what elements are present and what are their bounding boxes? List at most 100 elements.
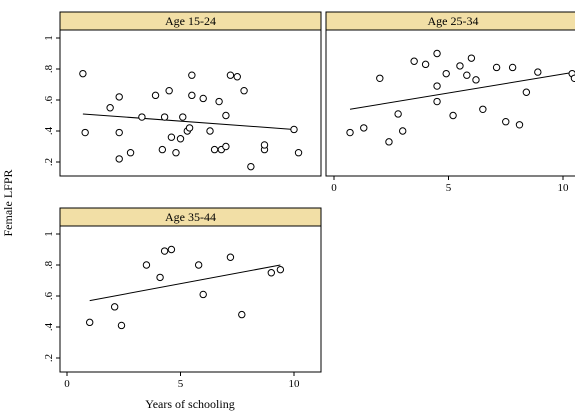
data-point xyxy=(449,111,457,120)
data-point xyxy=(199,290,207,299)
data-point xyxy=(522,88,531,96)
y-tick-label: .4 xyxy=(43,322,55,331)
data-point xyxy=(160,113,169,121)
y-tick-label: .6 xyxy=(43,291,55,300)
data-point xyxy=(106,104,114,112)
data-point xyxy=(472,76,480,84)
y-tick-label: .8 xyxy=(43,64,55,73)
data-point xyxy=(467,54,476,62)
data-point xyxy=(492,63,501,72)
data-point xyxy=(110,303,119,311)
panel-age-35-44: Age 35-44 .2.4.6.810 5 10 xyxy=(43,207,322,390)
data-point xyxy=(172,149,180,157)
data-point xyxy=(410,57,418,65)
data-point xyxy=(156,273,164,282)
x-tick-label: 10 xyxy=(289,378,301,390)
data-point xyxy=(267,269,275,277)
y-axis-title: Female LFPR xyxy=(1,169,15,236)
data-point xyxy=(210,145,219,154)
data-point xyxy=(515,121,524,129)
data-point xyxy=(206,127,214,135)
data-point xyxy=(167,245,176,254)
plot-area xyxy=(59,225,322,373)
panel-title: Age 35-44 xyxy=(165,210,216,224)
data-point xyxy=(86,318,94,327)
y-tick-label: .2 xyxy=(43,158,55,166)
data-point xyxy=(158,145,167,154)
plot-area xyxy=(59,29,322,177)
data-point xyxy=(115,93,123,101)
marks-layer xyxy=(79,69,303,171)
marks-layer xyxy=(86,245,285,330)
data-point xyxy=(117,321,126,330)
data-point xyxy=(160,247,169,255)
y-tick-label: .6 xyxy=(43,95,55,104)
panel-age-25-34: Age 25-34 0 5 10 xyxy=(325,11,575,194)
x-axis-title: Years of schooling xyxy=(145,397,234,411)
fit-line xyxy=(82,113,295,130)
x-tick-label: 5 xyxy=(446,182,452,194)
data-point xyxy=(222,142,230,151)
data-point xyxy=(188,91,196,100)
data-point xyxy=(508,63,517,72)
data-point xyxy=(238,310,246,319)
data-point xyxy=(126,149,135,157)
data-point xyxy=(188,71,196,79)
data-point xyxy=(534,68,542,76)
data-point xyxy=(376,74,384,83)
data-point xyxy=(456,62,464,70)
data-point xyxy=(226,71,235,79)
data-point xyxy=(502,118,510,126)
x-tick-label: 5 xyxy=(178,378,184,390)
data-point xyxy=(260,141,269,149)
panel-age-15-24: Age 15-24 .2 .4 .6 .8 1 xyxy=(43,11,322,177)
data-point xyxy=(142,261,151,269)
data-point xyxy=(433,97,441,106)
plot-area xyxy=(325,29,575,177)
fit-line xyxy=(89,264,281,302)
y-tick-label: 1 xyxy=(43,231,55,237)
y-tick-label: .8 xyxy=(43,260,55,269)
data-point xyxy=(276,265,285,274)
data-point xyxy=(294,149,303,157)
data-point xyxy=(233,73,241,81)
data-point xyxy=(240,87,248,95)
data-point xyxy=(215,97,223,106)
data-point xyxy=(346,128,354,137)
marks-layer xyxy=(346,49,575,146)
panel-title: Age 15-24 xyxy=(165,14,216,28)
x-tick-label: 0 xyxy=(64,378,70,390)
data-point xyxy=(194,261,203,269)
data-point xyxy=(442,69,450,78)
data-point xyxy=(138,113,146,121)
data-point xyxy=(115,155,123,163)
data-point xyxy=(151,91,160,100)
data-point xyxy=(247,162,255,171)
data-point xyxy=(222,111,230,120)
fit-line xyxy=(349,71,575,110)
data-point xyxy=(399,127,407,135)
data-point xyxy=(433,49,441,58)
data-point xyxy=(115,128,123,137)
data-point xyxy=(463,71,471,79)
data-point xyxy=(385,138,393,146)
y-tick-label: 1 xyxy=(43,35,55,41)
data-point xyxy=(570,74,575,82)
x-tick-label: 0 xyxy=(331,182,337,194)
x-tick-label: 10 xyxy=(558,182,570,194)
data-point xyxy=(226,253,235,261)
data-point xyxy=(394,110,402,118)
data-point xyxy=(176,135,185,143)
data-point xyxy=(290,125,298,134)
data-point xyxy=(81,128,89,137)
data-point xyxy=(421,60,430,69)
y-tick-label: .4 xyxy=(43,126,55,135)
data-point xyxy=(433,82,441,90)
data-point xyxy=(185,124,194,132)
data-point xyxy=(479,105,487,114)
data-point xyxy=(179,113,187,121)
data-point xyxy=(167,133,176,141)
data-point xyxy=(360,124,368,132)
y-tick-label: .2 xyxy=(43,354,55,362)
